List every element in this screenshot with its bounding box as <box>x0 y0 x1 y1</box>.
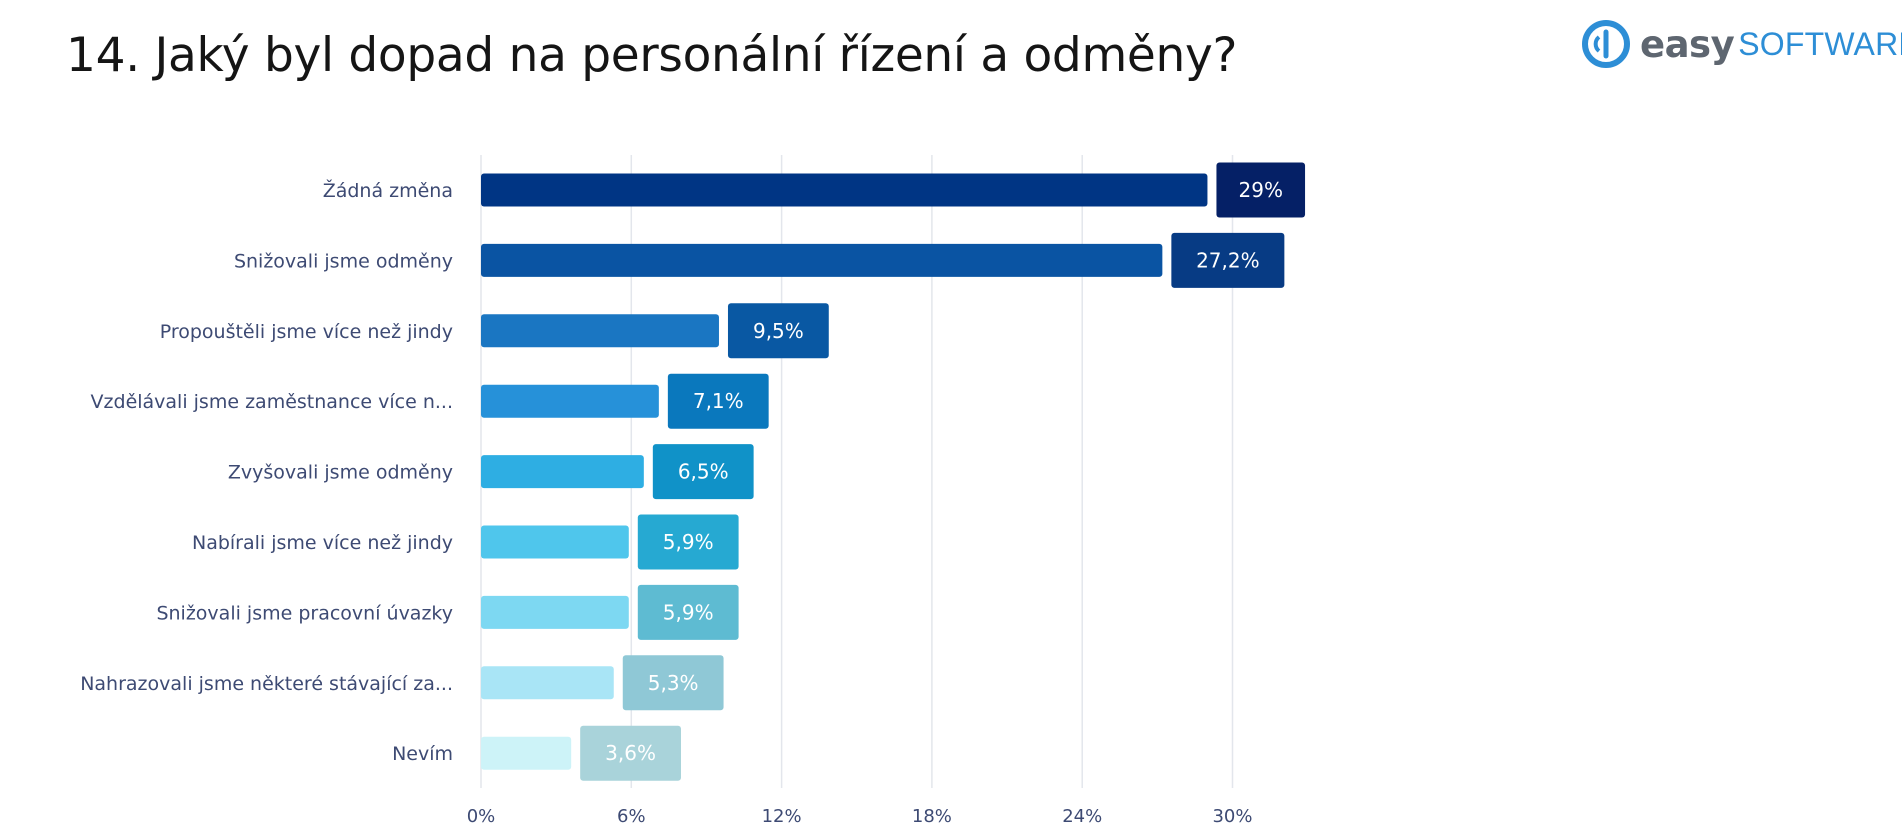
bar <box>481 525 629 559</box>
category-label: Nabírali jsme více než jindy <box>192 532 453 554</box>
page-title: 14. Jaký byl dopad na personální řízení … <box>66 28 1238 83</box>
data-label: 5,9% <box>663 600 714 624</box>
category-label: Nahrazovali jsme některé stávající za... <box>80 673 453 695</box>
bars: 29% 27,2% 9,5% 7,1% 6,5% 5,9% 5,9% 5,3% 3,6% <box>481 162 1306 781</box>
data-label-box <box>637 514 739 570</box>
data-label-box <box>637 584 739 640</box>
category-label: Propouštěli jsme více než jindy <box>160 321 453 343</box>
category-label: Vzdělávali jsme zaměstnance více n... <box>91 391 453 413</box>
bar <box>481 595 629 629</box>
data-label-box <box>580 725 681 781</box>
category-label: Snižovali jsme pracovní úvazky <box>156 602 453 624</box>
category-labels: Žádná změna Snižovali jsme odměny Propoušt… <box>80 179 453 765</box>
category-label: Snižovali jsme odměny <box>234 250 453 272</box>
category-label: Nevím <box>392 743 453 765</box>
data-label-box <box>667 373 769 429</box>
data-label: 3,6% <box>605 741 656 765</box>
data-label: 5,9% <box>663 530 714 554</box>
x-tick-label: 0% <box>467 806 496 827</box>
easy-software-logo: easy SOFTWARE <box>1582 16 1902 72</box>
logo-icon <box>1582 20 1630 68</box>
data-label-box <box>727 303 829 359</box>
bar <box>481 736 572 770</box>
logo-easy-text: easy <box>1640 22 1735 66</box>
data-label-box <box>1171 232 1285 288</box>
bar <box>481 666 614 700</box>
logo-software-text: SOFTWARE <box>1738 25 1902 62</box>
data-label-box <box>622 655 724 711</box>
x-tick-label: 12% <box>762 806 802 827</box>
x-tick-label: 6% <box>617 806 646 827</box>
data-label-box <box>1216 162 1306 218</box>
data-label: 29% <box>1239 178 1283 202</box>
bar <box>481 243 1163 277</box>
x-tick-label: 24% <box>1062 806 1102 827</box>
data-label-box <box>652 444 754 500</box>
category-label: Zvyšovali jsme odměny <box>228 462 453 484</box>
bar <box>481 384 659 418</box>
x-tick-label: 18% <box>912 806 952 827</box>
data-label: 9,5% <box>753 319 804 343</box>
data-label: 7,1% <box>693 389 744 413</box>
data-label: 27,2% <box>1196 248 1260 272</box>
data-label: 6,5% <box>678 460 729 484</box>
bar <box>481 314 719 348</box>
bar <box>481 455 644 489</box>
bar <box>481 173 1208 207</box>
category-label: Žádná změna <box>323 179 453 202</box>
x-axis-ticks: 0% 6% 12% 18% 24% 30% <box>467 806 1253 827</box>
x-tick-label: 30% <box>1212 806 1252 827</box>
data-label: 5,3% <box>648 671 699 695</box>
